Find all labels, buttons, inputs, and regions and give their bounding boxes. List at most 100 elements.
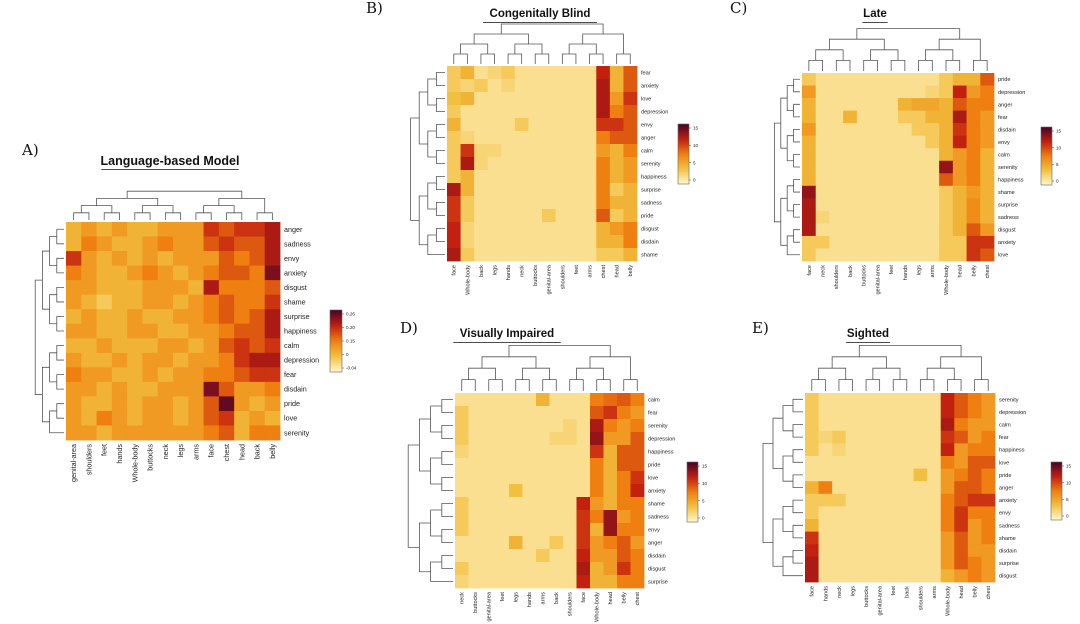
- heatmap-cell: [609, 209, 624, 223]
- heatmap-cell: [460, 157, 475, 171]
- heatmap-cell: [555, 92, 570, 106]
- heatmap-cell: [966, 98, 981, 111]
- heatmap-cell: [582, 248, 597, 262]
- heatmap-cell: [609, 170, 624, 184]
- heatmap-cell: [927, 430, 942, 444]
- heatmap-cell: [845, 418, 860, 432]
- heatmap-cell: [981, 481, 996, 495]
- heatmap-cell: [218, 222, 235, 237]
- heatmap-cell: [859, 468, 874, 482]
- heatmap-cell: [249, 323, 266, 339]
- heatmap-cell: [142, 323, 159, 339]
- heatmap-cell: [939, 223, 954, 237]
- column-label: back: [554, 592, 560, 604]
- heatmap-cell: [630, 484, 645, 498]
- panel-5: E) Sighted serenity depression calm fear happi…: [752, 319, 1072, 616]
- heatmap-cell: [582, 183, 597, 197]
- heatmap-cell: [576, 393, 591, 407]
- heatmap-cell: [870, 85, 885, 99]
- heatmap-cell: [911, 135, 926, 149]
- heatmap-cell: [468, 575, 483, 589]
- heatmap-cell: [596, 92, 611, 106]
- heatmap-cell: [925, 148, 940, 162]
- legend-swatch: [330, 334, 342, 337]
- heatmap-cell: [563, 523, 577, 537]
- heatmap-cell: [542, 92, 556, 106]
- heatmap-cell: [495, 445, 510, 459]
- heatmap-cell: [927, 468, 942, 482]
- column-label: belly: [628, 265, 634, 277]
- heatmap-cell: [590, 536, 604, 550]
- heatmap-cell: [474, 209, 489, 223]
- heatmap-cell: [856, 85, 871, 99]
- heatmap-cell: [802, 148, 817, 162]
- column-dendrogram: [73, 190, 273, 220]
- heatmap-cell: [218, 309, 235, 325]
- heatmap-cell: [913, 418, 928, 432]
- heatmap-cell: [940, 481, 955, 495]
- panel-label: D): [400, 319, 418, 337]
- heatmap-cell: [474, 235, 489, 249]
- heatmap-cell: [249, 338, 266, 354]
- heatmap-cell: [549, 523, 564, 537]
- legend-swatch: [330, 353, 342, 356]
- heatmap-cell: [596, 157, 611, 171]
- heatmap-cell: [596, 105, 611, 119]
- heatmap-cell: [218, 381, 235, 397]
- heatmap-cell: [487, 248, 502, 262]
- heatmap-cell: [927, 418, 942, 432]
- heatmap-cell: [482, 497, 496, 511]
- legend-swatch: [330, 345, 342, 348]
- heatmap-cell: [142, 251, 159, 266]
- heatmap-cell: [815, 235, 830, 249]
- legend-swatch: [1041, 170, 1052, 173]
- heatmap-cell: [569, 92, 584, 106]
- heatmap-cell: [582, 66, 597, 80]
- heatmap-cell: [468, 406, 483, 420]
- legend-swatch: [1051, 464, 1062, 467]
- heatmap-cell: [967, 531, 982, 545]
- heatmap-cell: [157, 309, 174, 325]
- row-label: anxiety: [284, 268, 307, 277]
- heatmap-cell: [460, 66, 475, 80]
- heatmap-cell: [911, 85, 926, 99]
- heatmap-cell: [522, 484, 537, 498]
- heatmap-cell: [509, 419, 523, 433]
- heatmap-cell: [952, 223, 967, 237]
- heatmap-cell: [590, 549, 604, 563]
- row-dendrogram: [407, 399, 453, 582]
- legend-swatch: [1051, 473, 1062, 476]
- heatmap-cell: [939, 210, 954, 224]
- heatmap-cell: [623, 196, 638, 210]
- column-label: hands: [506, 265, 512, 280]
- heatmap-cell: [111, 323, 128, 339]
- heatmap-cell: [569, 118, 584, 132]
- heatmap-cell: [818, 519, 833, 532]
- heatmap-cell: [596, 170, 611, 184]
- legend-swatch: [687, 486, 698, 488]
- heatmap-cell: [954, 443, 969, 457]
- heatmap-cell: [898, 210, 913, 224]
- legend-tick-label: 0: [346, 352, 349, 357]
- heatmap-cell: [455, 575, 469, 589]
- heatmap-cell: [805, 443, 819, 457]
- heatmap-cell: [623, 170, 638, 184]
- column-label: back: [848, 265, 854, 277]
- legend-swatch: [678, 143, 689, 146]
- heatmap-cell: [829, 210, 844, 224]
- heatmap-cell: [900, 481, 914, 495]
- heatmap-cell: [569, 66, 584, 80]
- heatmap-cell: [832, 443, 847, 457]
- heatmap-cell: [925, 160, 940, 174]
- heatmap-cell: [872, 519, 887, 532]
- heatmap-cell: [856, 123, 871, 137]
- legend-swatch: [678, 131, 689, 134]
- chart-title: Language-based Model: [101, 154, 240, 168]
- legend-swatch: [1041, 174, 1052, 177]
- heatmap-cell: [617, 419, 631, 433]
- legend-swatch: [687, 490, 698, 493]
- heatmap-cell: [981, 556, 996, 570]
- heatmap-cell: [832, 556, 847, 570]
- heatmap-cell: [829, 173, 844, 187]
- heatmap-cell: [980, 185, 995, 199]
